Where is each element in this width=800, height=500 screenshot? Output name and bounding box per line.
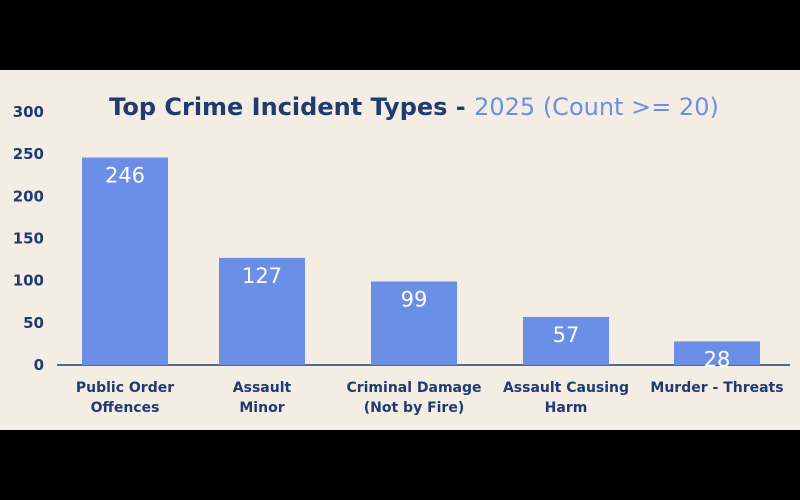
- chart-subtitle: 2025 (Count >= 20): [474, 93, 719, 121]
- y-axis: 0 50 100 150 200 250 300: [13, 103, 44, 374]
- x-tick-label-line: Offences: [91, 400, 160, 416]
- x-tick-label-line: Public Order: [76, 380, 174, 396]
- chart-title-main: Top Crime Incident Types -: [109, 93, 474, 121]
- data-label: 57: [553, 323, 580, 347]
- y-tick-label: 300: [13, 103, 44, 121]
- y-tick-label: 200: [13, 187, 44, 205]
- data-label: 28: [704, 347, 731, 371]
- y-tick-label: 150: [13, 230, 44, 248]
- chart-title: Top Crime Incident Types - 2025 (Count >…: [109, 93, 719, 121]
- x-tick-label-line: (Not by Fire): [364, 400, 464, 416]
- bar: [523, 316, 609, 365]
- bar: [371, 281, 457, 365]
- x-tick-label-line: Criminal Damage: [346, 380, 481, 396]
- data-labels: 246 127 99 57 28: [105, 164, 730, 372]
- x-tick-label: Criminal Damage (Not by Fire): [346, 380, 481, 416]
- x-tick-label-line: Harm: [545, 400, 588, 416]
- x-tick-label: Public Order Offences: [76, 380, 174, 416]
- data-label: 127: [242, 264, 282, 288]
- x-tick-label: Murder - Threats: [650, 380, 783, 396]
- bar: [219, 257, 305, 365]
- chart-panel: Top Crime Incident Types - 2025 (Count >…: [0, 70, 800, 430]
- x-tick-label: Assault Causing Harm: [503, 380, 629, 416]
- x-axis: Public Order Offences Assault Minor Criminal…: [76, 380, 784, 416]
- x-tick-label-line: Minor: [239, 400, 284, 416]
- data-label: 246: [105, 164, 145, 188]
- y-tick-label: 100: [13, 272, 44, 290]
- bar: [82, 157, 168, 365]
- bar-chart: Top Crime Incident Types - 2025 (Count >…: [13, 93, 790, 416]
- bars: [82, 157, 760, 365]
- x-tick-label-line: Murder - Threats: [650, 380, 783, 396]
- y-tick-label: 50: [23, 314, 44, 332]
- x-tick-label-line: Assault Causing: [503, 380, 629, 396]
- x-tick-label-line: Assault: [233, 380, 292, 396]
- bar: [674, 341, 760, 365]
- y-tick-label: 250: [13, 145, 44, 163]
- x-tick-label: Assault Minor: [233, 380, 292, 416]
- data-label: 99: [401, 288, 428, 312]
- y-tick-label: 0: [34, 356, 44, 374]
